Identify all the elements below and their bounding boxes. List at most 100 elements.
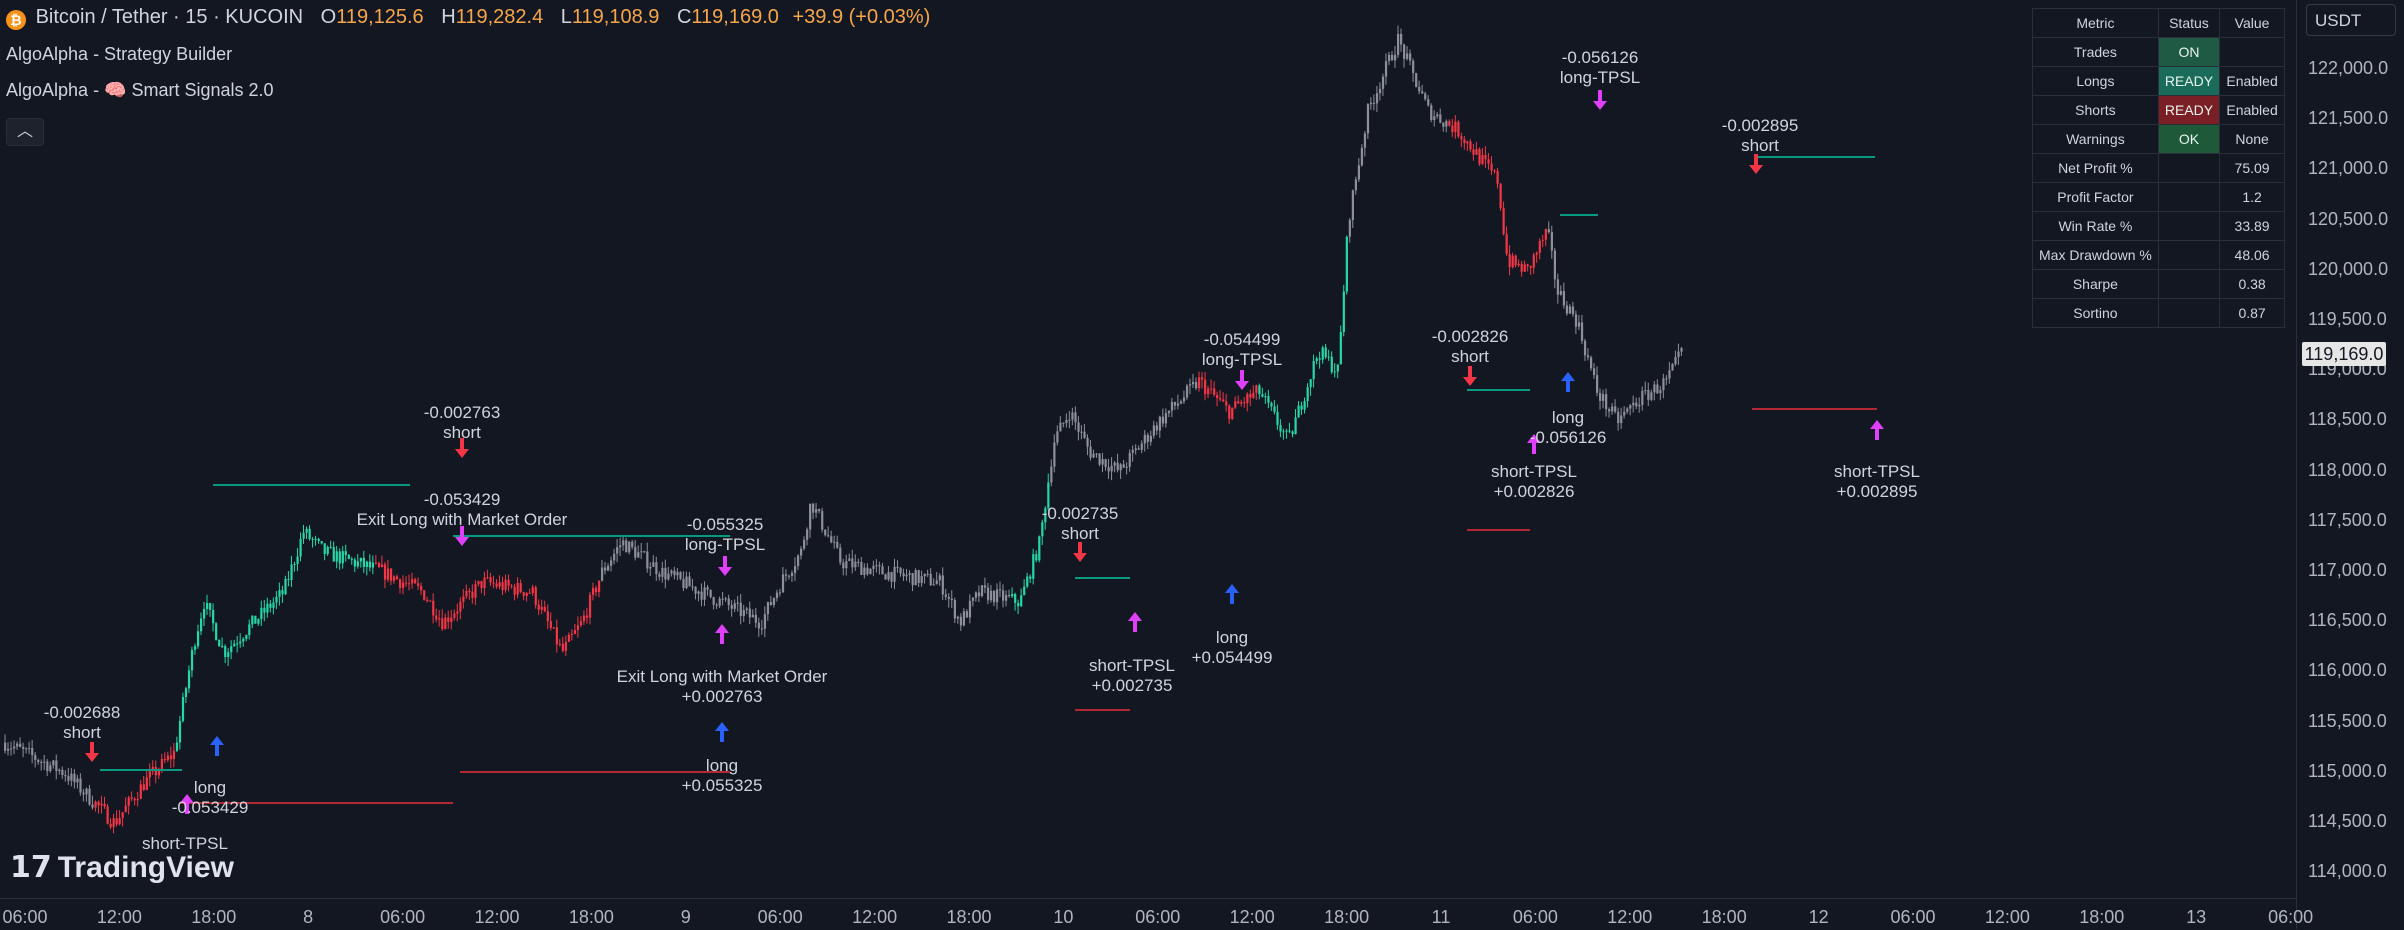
annotation-line: short-TPSL: [142, 834, 228, 853]
candle-body: [459, 601, 462, 612]
candle-body: [254, 615, 257, 624]
time-tick-label: 18:00: [568, 907, 614, 927]
candle-body: [1589, 357, 1593, 369]
candle-body: [613, 553, 616, 561]
candle-body: [866, 567, 869, 575]
candle-body: [236, 643, 239, 645]
price-tick-label: 120,000.0: [2308, 258, 2389, 279]
candle-body: [1092, 453, 1095, 458]
candle-body: [275, 596, 278, 603]
chevron-up-icon: ︿: [16, 123, 33, 140]
candle-body: [691, 586, 694, 588]
symbol-title[interactable]: Bitcoin / Tether · 15 · KUCOIN: [35, 6, 304, 28]
candle-body: [1155, 425, 1159, 431]
candle-body: [1415, 73, 1418, 87]
indicator-smart-signals[interactable]: AlgoAlpha - 🧠 Smart Signals 2.0: [6, 80, 274, 100]
candle-body: [299, 538, 302, 557]
candle-body: [350, 558, 353, 560]
price-tick-label: 117,000.0: [2308, 560, 2387, 580]
time-axis[interactable]: [0, 898, 2296, 930]
candlestick-chart[interactable]: [0, 0, 2296, 898]
candle-body: [106, 806, 109, 824]
candle-body: [1008, 594, 1011, 597]
annotation-line: long: [1215, 628, 1249, 647]
candle-body: [748, 608, 751, 618]
candle-body: [878, 565, 881, 567]
collapse-indicators-button[interactable]: ︿: [6, 118, 44, 146]
candle-body: [1152, 425, 1155, 436]
price-axis[interactable]: [2296, 0, 2404, 929]
time-tick-label: 18:00: [2079, 907, 2125, 927]
candle-body: [1083, 431, 1086, 438]
candle-body: [1056, 431, 1059, 443]
candle-body: [1303, 401, 1306, 410]
candle-body: [1279, 425, 1282, 432]
candle-body: [142, 784, 145, 790]
annotation-line: +0.002895: [1836, 482, 1918, 501]
candle-body: [540, 606, 543, 610]
candle-body: [284, 578, 287, 595]
tradingview-logo[interactable]: 𝟭𝟳 TradingView: [10, 851, 234, 884]
candle-body: [417, 583, 420, 587]
candle-body: [97, 801, 100, 806]
candle-body: [344, 551, 347, 555]
candle-body: [154, 767, 157, 776]
time-tick-label: 9: [680, 907, 691, 927]
annotation-line: -0.056126: [1561, 48, 1639, 67]
candle-body: [778, 592, 782, 594]
candle-body: [395, 576, 399, 580]
candle-body: [848, 558, 851, 562]
tpsl-signal-arrow-icon: [718, 556, 732, 576]
candle-body: [233, 643, 236, 647]
chart-area[interactable]: [0, 0, 2296, 898]
candle-body: [287, 578, 290, 581]
annotation-line: Exit Long with Market Order: [616, 667, 828, 686]
candle-body: [694, 586, 697, 594]
candle-body: [896, 566, 899, 568]
time-tick-label: 06:00: [757, 907, 803, 927]
candle-body: [628, 541, 631, 553]
candle-body: [1116, 462, 1119, 471]
candle-body: [631, 541, 634, 547]
candle-body: [498, 582, 501, 587]
candle-body: [31, 748, 34, 756]
candle-body: [1580, 322, 1584, 341]
candle-body: [1421, 91, 1424, 94]
candle-body: [1363, 133, 1367, 148]
candle-body: [10, 748, 13, 750]
time-tick-label: 06:00: [2268, 907, 2314, 927]
candle-body: [46, 761, 49, 772]
time-tick-label: 18:00: [191, 907, 237, 927]
candle-body: [567, 635, 571, 642]
candle-body: [362, 557, 366, 568]
candle-body: [1324, 347, 1327, 358]
candle-body: [655, 562, 658, 575]
time-tick-label: 13: [2186, 907, 2207, 927]
candle-body: [4, 742, 7, 751]
metrics-metric-cell: Shorts: [2032, 95, 2159, 125]
annotation-line: -0.055325: [686, 515, 764, 534]
metrics-header-row: Metric Status Value: [2032, 8, 2286, 38]
candle-body: [468, 590, 471, 593]
indicator-strategy-builder[interactable]: AlgoAlpha - Strategy Builder: [6, 44, 233, 64]
close-label: C: [676, 6, 692, 28]
annotation-line: -0.054499: [1203, 330, 1281, 349]
annotation-line: short: [443, 423, 481, 442]
candle-body: [1665, 378, 1668, 380]
candle-body: [1053, 442, 1056, 467]
candle-body: [908, 573, 911, 575]
candle-body: [1240, 402, 1243, 404]
candle-body: [34, 755, 37, 760]
time-tick-label: 06:00: [1512, 907, 1558, 927]
candle-body: [64, 775, 67, 777]
short-signal-arrow-icon: [455, 438, 469, 458]
candle-body: [272, 602, 275, 608]
currency-selector[interactable]: USDT: [2306, 4, 2396, 36]
candle-body: [715, 604, 718, 606]
metrics-header-cell: Status: [2157, 8, 2221, 38]
metrics-metric-cell: Max Drawdown %: [2032, 240, 2159, 270]
candle-body: [965, 611, 969, 618]
candle-body: [1204, 379, 1207, 395]
candle-body: [1553, 250, 1557, 280]
candle-body: [929, 573, 932, 586]
